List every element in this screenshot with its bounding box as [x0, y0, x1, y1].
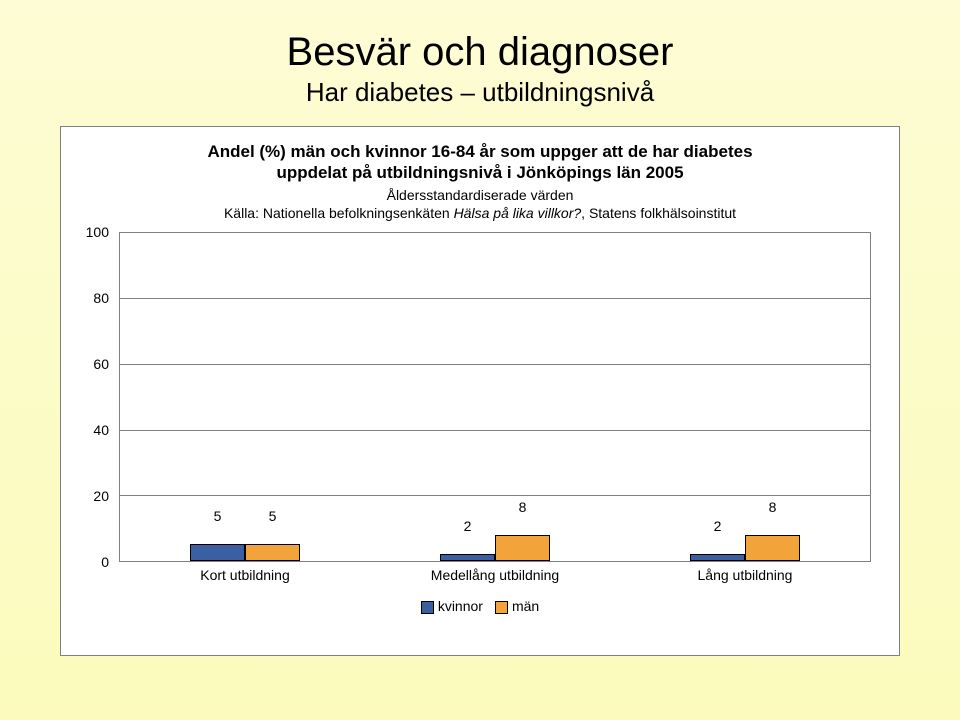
y-axis-labels: 020406080100: [79, 232, 115, 562]
chart-source-prefix: Källa: Nationella befolkningsenkäten: [224, 205, 454, 221]
bar-man: [745, 535, 800, 561]
legend-swatch: [495, 601, 508, 614]
bar-value-label: 5: [214, 508, 222, 526]
bar-value-label: 2: [464, 518, 472, 536]
chart-title-line2: uppdelat på utbildningsnivå i Jönköpings…: [79, 162, 881, 183]
legend-item-kvinnor: kvinnor: [421, 598, 483, 614]
plot-rect: 55Kort utbildning28Medellång utbildning2…: [119, 232, 871, 562]
legend: kvinnor män: [79, 598, 881, 614]
bar-group: 55Kort utbildning: [120, 233, 370, 561]
legend-item-man: män: [495, 598, 539, 614]
bar-value-label: 8: [769, 499, 777, 517]
y-tick-label: 20: [93, 488, 109, 504]
slide: Besvär och diagnoser Har diabetes – utbi…: [0, 0, 960, 720]
bar-man: [495, 535, 550, 561]
gridline: [120, 495, 870, 496]
legend-label: kvinnor: [438, 598, 483, 614]
chart-title-line1: Andel (%) män och kvinnor 16-84 år som u…: [79, 141, 881, 162]
bar-group: 28Medellång utbildning: [370, 233, 620, 561]
gridline: [120, 364, 870, 365]
bar-group: 28Lång utbildning: [620, 233, 870, 561]
chart-source-suffix: , Statens folkhälsoinstitut: [581, 205, 736, 221]
bar-value-label: 2: [714, 518, 722, 536]
chart-sub-line2: Källa: Nationella befolkningsenkäten Häl…: [79, 204, 881, 222]
legend-swatch: [421, 601, 434, 614]
y-tick-label: 80: [93, 290, 109, 306]
y-tick-label: 40: [93, 422, 109, 438]
chart-container: Andel (%) män och kvinnor 16-84 år som u…: [60, 126, 900, 656]
bar-man: [245, 544, 300, 560]
category-label: Kort utbildning: [120, 567, 370, 583]
bar-value-label: 8: [519, 499, 527, 517]
y-tick-label: 0: [101, 554, 109, 570]
chart-source-italic: Hälsa på lika villkor?: [454, 205, 582, 221]
gridline: [120, 298, 870, 299]
gridline: [120, 430, 870, 431]
chart-title: Andel (%) män och kvinnor 16-84 år som u…: [79, 141, 881, 184]
bar-kvinnor: [190, 544, 245, 560]
page-subtitle: Har diabetes – utbildningsnivå: [60, 77, 900, 108]
chart-sub-line1: Åldersstandardiserade värden: [79, 186, 881, 204]
bar-kvinnor: [440, 554, 495, 561]
category-label: Medellång utbildning: [370, 567, 620, 583]
bar-kvinnor: [690, 554, 745, 561]
y-tick-label: 60: [93, 356, 109, 372]
plot-area: 020406080100 55Kort utbildning28Medellån…: [79, 232, 881, 562]
legend-label: män: [512, 598, 539, 614]
category-label: Lång utbildning: [620, 567, 870, 583]
bar-value-label: 5: [269, 508, 277, 526]
chart-subtitle: Åldersstandardiserade värden Källa: Nati…: [79, 186, 881, 222]
y-tick-label: 100: [86, 224, 109, 240]
page-title: Besvär och diagnoser: [60, 30, 900, 75]
bar-groups: 55Kort utbildning28Medellång utbildning2…: [120, 233, 870, 561]
